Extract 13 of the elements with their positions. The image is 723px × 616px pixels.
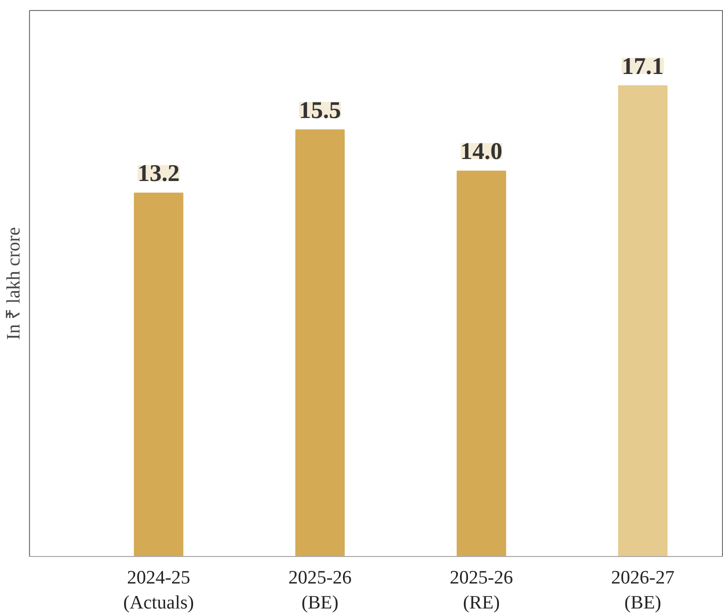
- y-axis-title: In ₹ lakh crore: [4, 227, 24, 340]
- bar: [456, 170, 506, 556]
- data-label: 15.5: [299, 98, 342, 124]
- x-tick-label: 2025-26 (RE): [450, 568, 514, 614]
- bar: [134, 192, 184, 556]
- data-label: 13.2: [138, 161, 180, 188]
- x-tick-label: 2025-26 (BE): [288, 568, 352, 614]
- bar: [295, 129, 345, 556]
- x-tick-label: 2026-27 (BE): [611, 568, 674, 614]
- data-label: 17.1: [622, 54, 664, 80]
- bar: [618, 85, 668, 556]
- data-label: 14.0: [460, 139, 502, 166]
- x-tick-label: 2024-25 (Actuals): [123, 568, 194, 614]
